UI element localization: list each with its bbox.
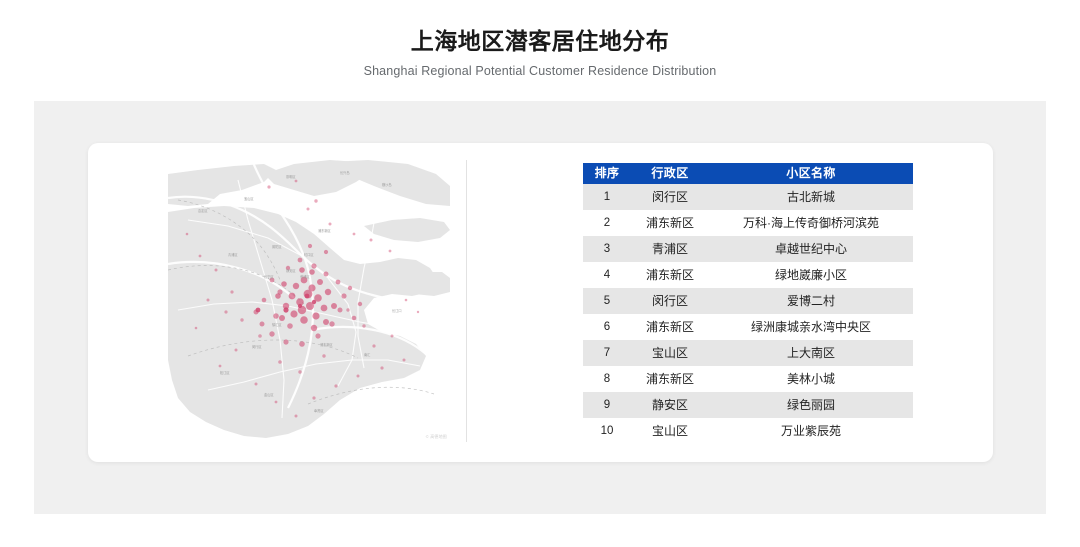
cell-community: 爱博二村 xyxy=(709,288,913,314)
svg-text:横沙岛: 横沙岛 xyxy=(382,182,392,187)
svg-text:徐汇区: 徐汇区 xyxy=(272,322,282,327)
shanghai-density-map[interactable]: 嘉定区 宝山区 崇明区 长兴岛 横沙岛 青浦区 普陀区 虹口区 浦东新区 长宁区 静安区黄… xyxy=(168,160,450,442)
cell-community: 绿地崴廉小区 xyxy=(709,262,913,288)
table-row[interactable]: 3 青浦区 卓越世纪中心 xyxy=(583,236,913,262)
table-row[interactable]: 10 宝山区 万业紫辰苑 xyxy=(583,418,913,444)
column-header-district[interactable]: 行政区 xyxy=(631,163,709,184)
page-subtitle: Shanghai Regional Potential Customer Res… xyxy=(363,64,717,78)
map-attribution: © 高德地图 xyxy=(425,434,447,439)
cell-rank: 3 xyxy=(583,236,631,262)
cell-district: 静安区 xyxy=(631,392,709,418)
table-row[interactable]: 2 浦东新区 万科·海上传奇御桥河滨苑 xyxy=(583,210,913,236)
cell-rank: 2 xyxy=(583,210,631,236)
svg-text:长江口: 长江口 xyxy=(392,308,402,313)
svg-text:长兴岛: 长兴岛 xyxy=(340,170,350,175)
svg-text:青浦区: 青浦区 xyxy=(228,252,238,257)
svg-text:虹口区: 虹口区 xyxy=(304,252,314,257)
svg-text:金山区: 金山区 xyxy=(264,392,274,397)
cell-community: 卓越世纪中心 xyxy=(709,236,913,262)
svg-text:嘉定区: 嘉定区 xyxy=(198,208,208,213)
cell-district: 宝山区 xyxy=(631,418,709,444)
table-row[interactable]: 5 闵行区 爱博二村 xyxy=(583,288,913,314)
cell-district: 浦东新区 xyxy=(631,314,709,340)
cell-district: 浦东新区 xyxy=(631,262,709,288)
table-row[interactable]: 9 静安区 绿色丽园 xyxy=(583,392,913,418)
cell-community: 万业紫辰苑 xyxy=(709,418,913,444)
residence-ranking-table: 排序 行政区 小区名称 1 闵行区 古北新城 2 浦东新区 万科·海上传奇御桥河… xyxy=(583,163,913,444)
cell-district: 闵行区 xyxy=(631,184,709,210)
cell-community: 美林小城 xyxy=(709,366,913,392)
cell-rank: 5 xyxy=(583,288,631,314)
svg-text:宝山区: 宝山区 xyxy=(244,196,254,201)
cell-district: 宝山区 xyxy=(631,340,709,366)
table-header-row: 排序 行政区 小区名称 xyxy=(583,163,913,184)
table-row[interactable]: 1 闵行区 古北新城 xyxy=(583,184,913,210)
svg-text:闵行区: 闵行区 xyxy=(252,344,262,349)
cell-district: 浦东新区 xyxy=(631,366,709,392)
table-body: 1 闵行区 古北新城 2 浦东新区 万科·海上传奇御桥河滨苑 3 青浦区 卓越世… xyxy=(583,184,913,444)
svg-text:长宁区: 长宁区 xyxy=(264,274,274,279)
svg-text:静安区: 静安区 xyxy=(286,268,296,273)
cell-rank: 1 xyxy=(583,184,631,210)
column-header-community[interactable]: 小区名称 xyxy=(709,163,913,184)
svg-text:松江区: 松江区 xyxy=(220,370,230,375)
panel-divider xyxy=(466,160,467,442)
svg-text:普陀区: 普陀区 xyxy=(272,244,282,249)
svg-text:奉贤区: 奉贤区 xyxy=(314,408,324,413)
cell-community: 古北新城 xyxy=(709,184,913,210)
table-row[interactable]: 4 浦东新区 绿地崴廉小区 xyxy=(583,262,913,288)
svg-text:浦东新区: 浦东新区 xyxy=(320,342,334,347)
table-row[interactable]: 7 宝山区 上大南区 xyxy=(583,340,913,366)
cell-rank: 4 xyxy=(583,262,631,288)
cell-rank: 6 xyxy=(583,314,631,340)
svg-text:崇明区: 崇明区 xyxy=(286,174,296,179)
cell-rank: 8 xyxy=(583,366,631,392)
cell-district: 青浦区 xyxy=(631,236,709,262)
svg-text:黄浦区: 黄浦区 xyxy=(300,274,310,279)
title-block: 上海地区潜客居住地分布 Shanghai Regional Potential … xyxy=(0,26,1080,81)
table-row[interactable]: 8 浦东新区 美林小城 xyxy=(583,366,913,392)
cell-community: 上大南区 xyxy=(709,340,913,366)
column-header-rank[interactable]: 排序 xyxy=(583,163,631,184)
cell-district: 浦东新区 xyxy=(631,210,709,236)
svg-text:南汇: 南汇 xyxy=(364,352,371,357)
cell-rank: 7 xyxy=(583,340,631,366)
svg-text:浦东新区: 浦东新区 xyxy=(318,228,332,233)
cell-community: 万科·海上传奇御桥河滨苑 xyxy=(709,210,913,236)
table-row[interactable]: 6 浦东新区 绿洲康城亲水湾中央区 xyxy=(583,314,913,340)
cell-community: 绿洲康城亲水湾中央区 xyxy=(709,314,913,340)
cell-rank: 9 xyxy=(583,392,631,418)
cell-community: 绿色丽园 xyxy=(709,392,913,418)
page-title: 上海地区潜客居住地分布 xyxy=(410,28,670,54)
cell-rank: 10 xyxy=(583,418,631,444)
cell-district: 闵行区 xyxy=(631,288,709,314)
